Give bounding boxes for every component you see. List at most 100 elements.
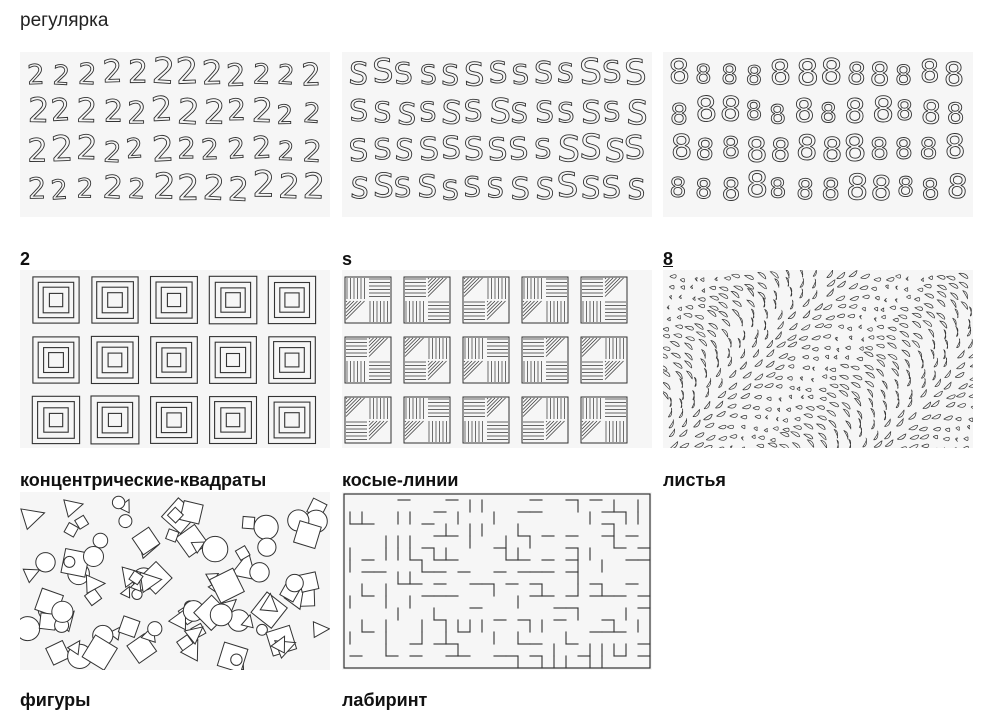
svg-text:2: 2 <box>251 91 273 131</box>
concentric-squares-pattern <box>31 275 317 445</box>
svg-text:8: 8 <box>745 96 763 127</box>
svg-text:2: 2 <box>278 167 301 207</box>
svg-text:8: 8 <box>670 128 693 168</box>
svg-text:8: 8 <box>695 60 712 90</box>
svg-text:S: S <box>627 173 646 207</box>
svg-text:8: 8 <box>944 127 967 167</box>
pattern-preview-shapes[interactable] <box>20 492 330 670</box>
svg-text:8: 8 <box>695 132 715 167</box>
svg-text:S: S <box>579 127 604 168</box>
pattern-label-s[interactable]: s <box>342 249 353 269</box>
svg-text:S: S <box>349 93 369 128</box>
svg-text:S: S <box>348 57 370 93</box>
svg-text:8: 8 <box>796 52 820 94</box>
pattern-preview-leaves[interactable] <box>663 270 973 448</box>
pattern-label-concentric-squares[interactable]: концентрические-квадраты <box>20 470 267 490</box>
glyph-8-pattern: 8 8 8 8 8 8 8 8 8 8 8 88 8 8 8 8 8 8 8 8 8 8 88 8 8 8 8 8 8 8 8 8 8 88 8 8 8… <box>667 52 969 209</box>
svg-text:8: 8 <box>769 53 793 93</box>
svg-text:2: 2 <box>50 129 74 170</box>
pattern-preview-maze[interactable] <box>342 492 652 670</box>
pattern-label-8[interactable]: 8 <box>663 249 674 269</box>
svg-text:S: S <box>557 98 575 129</box>
svg-text:8: 8 <box>919 54 940 91</box>
svg-text:2: 2 <box>28 91 50 130</box>
pattern-preview-oblique-lines[interactable] <box>342 270 652 448</box>
svg-text:S: S <box>394 132 415 167</box>
svg-text:S: S <box>535 172 555 207</box>
svg-text:S: S <box>394 173 412 204</box>
svg-text:S: S <box>601 55 622 91</box>
svg-text:2: 2 <box>201 54 223 93</box>
pattern-label-maze[interactable]: лабиринт <box>342 690 428 710</box>
svg-text:2: 2 <box>177 169 200 209</box>
svg-text:8: 8 <box>721 131 740 165</box>
pattern-label-oblique-lines[interactable]: косые-линии <box>342 470 459 490</box>
svg-text:8: 8 <box>795 128 818 169</box>
svg-text:8: 8 <box>796 173 815 207</box>
svg-text:S: S <box>535 95 554 129</box>
svg-text:S: S <box>510 98 528 130</box>
svg-text:8: 8 <box>894 132 914 166</box>
svg-text:2: 2 <box>301 58 322 94</box>
svg-text:2: 2 <box>50 175 69 207</box>
maze-pattern <box>343 493 651 669</box>
svg-text:8: 8 <box>745 130 768 170</box>
pattern-label-shapes[interactable]: фигуры <box>20 690 91 710</box>
svg-text:S: S <box>581 95 601 131</box>
svg-text:2: 2 <box>251 130 272 166</box>
svg-text:2: 2 <box>151 52 176 93</box>
oblique-lines-pattern <box>344 276 628 444</box>
svg-text:S: S <box>372 52 395 91</box>
pattern-label-leaves[interactable]: листья <box>663 470 726 490</box>
svg-text:8: 8 <box>722 173 741 208</box>
svg-text:2: 2 <box>76 174 93 204</box>
svg-text:2: 2 <box>226 58 247 94</box>
svg-text:S: S <box>557 129 582 171</box>
svg-text:8: 8 <box>870 169 892 209</box>
svg-text:8: 8 <box>946 97 965 131</box>
svg-text:8: 8 <box>821 130 842 169</box>
svg-text:S: S <box>580 171 601 207</box>
svg-text:8: 8 <box>694 89 718 130</box>
shapes-pattern <box>20 495 330 670</box>
pattern-label-2[interactable]: 2 <box>20 249 31 269</box>
svg-text:8: 8 <box>768 173 787 205</box>
svg-text:8: 8 <box>669 173 686 204</box>
svg-text:2: 2 <box>52 60 71 92</box>
svg-text:8: 8 <box>719 89 742 129</box>
svg-text:2: 2 <box>151 129 175 170</box>
svg-text:S: S <box>534 134 552 165</box>
svg-text:S: S <box>534 56 553 91</box>
svg-text:2: 2 <box>76 128 98 168</box>
svg-text:S: S <box>373 133 392 167</box>
pattern-preview-concentric-squares[interactable] <box>20 270 330 448</box>
svg-text:2: 2 <box>302 98 321 130</box>
svg-text:8: 8 <box>821 172 841 206</box>
svg-text:S: S <box>418 131 440 168</box>
svg-text:8: 8 <box>895 60 912 91</box>
svg-text:2: 2 <box>27 131 47 169</box>
svg-text:2: 2 <box>227 131 247 165</box>
svg-text:8: 8 <box>896 96 914 127</box>
svg-text:8: 8 <box>920 172 940 207</box>
svg-text:S: S <box>393 56 414 91</box>
svg-text:S: S <box>441 130 461 166</box>
svg-text:S: S <box>623 128 646 167</box>
svg-text:2: 2 <box>176 92 201 133</box>
svg-text:2: 2 <box>277 59 296 91</box>
svg-text:8: 8 <box>770 133 792 170</box>
svg-text:2: 2 <box>102 54 123 91</box>
svg-text:S: S <box>487 132 509 169</box>
svg-text:S: S <box>419 97 437 129</box>
svg-text:8: 8 <box>869 132 890 168</box>
svg-text:S: S <box>578 52 602 93</box>
svg-text:8: 8 <box>846 57 866 93</box>
svg-text:8: 8 <box>768 100 787 131</box>
svg-text:S: S <box>489 91 512 131</box>
svg-text:2: 2 <box>153 166 176 208</box>
svg-text:S: S <box>441 175 459 206</box>
svg-text:S: S <box>602 97 621 129</box>
